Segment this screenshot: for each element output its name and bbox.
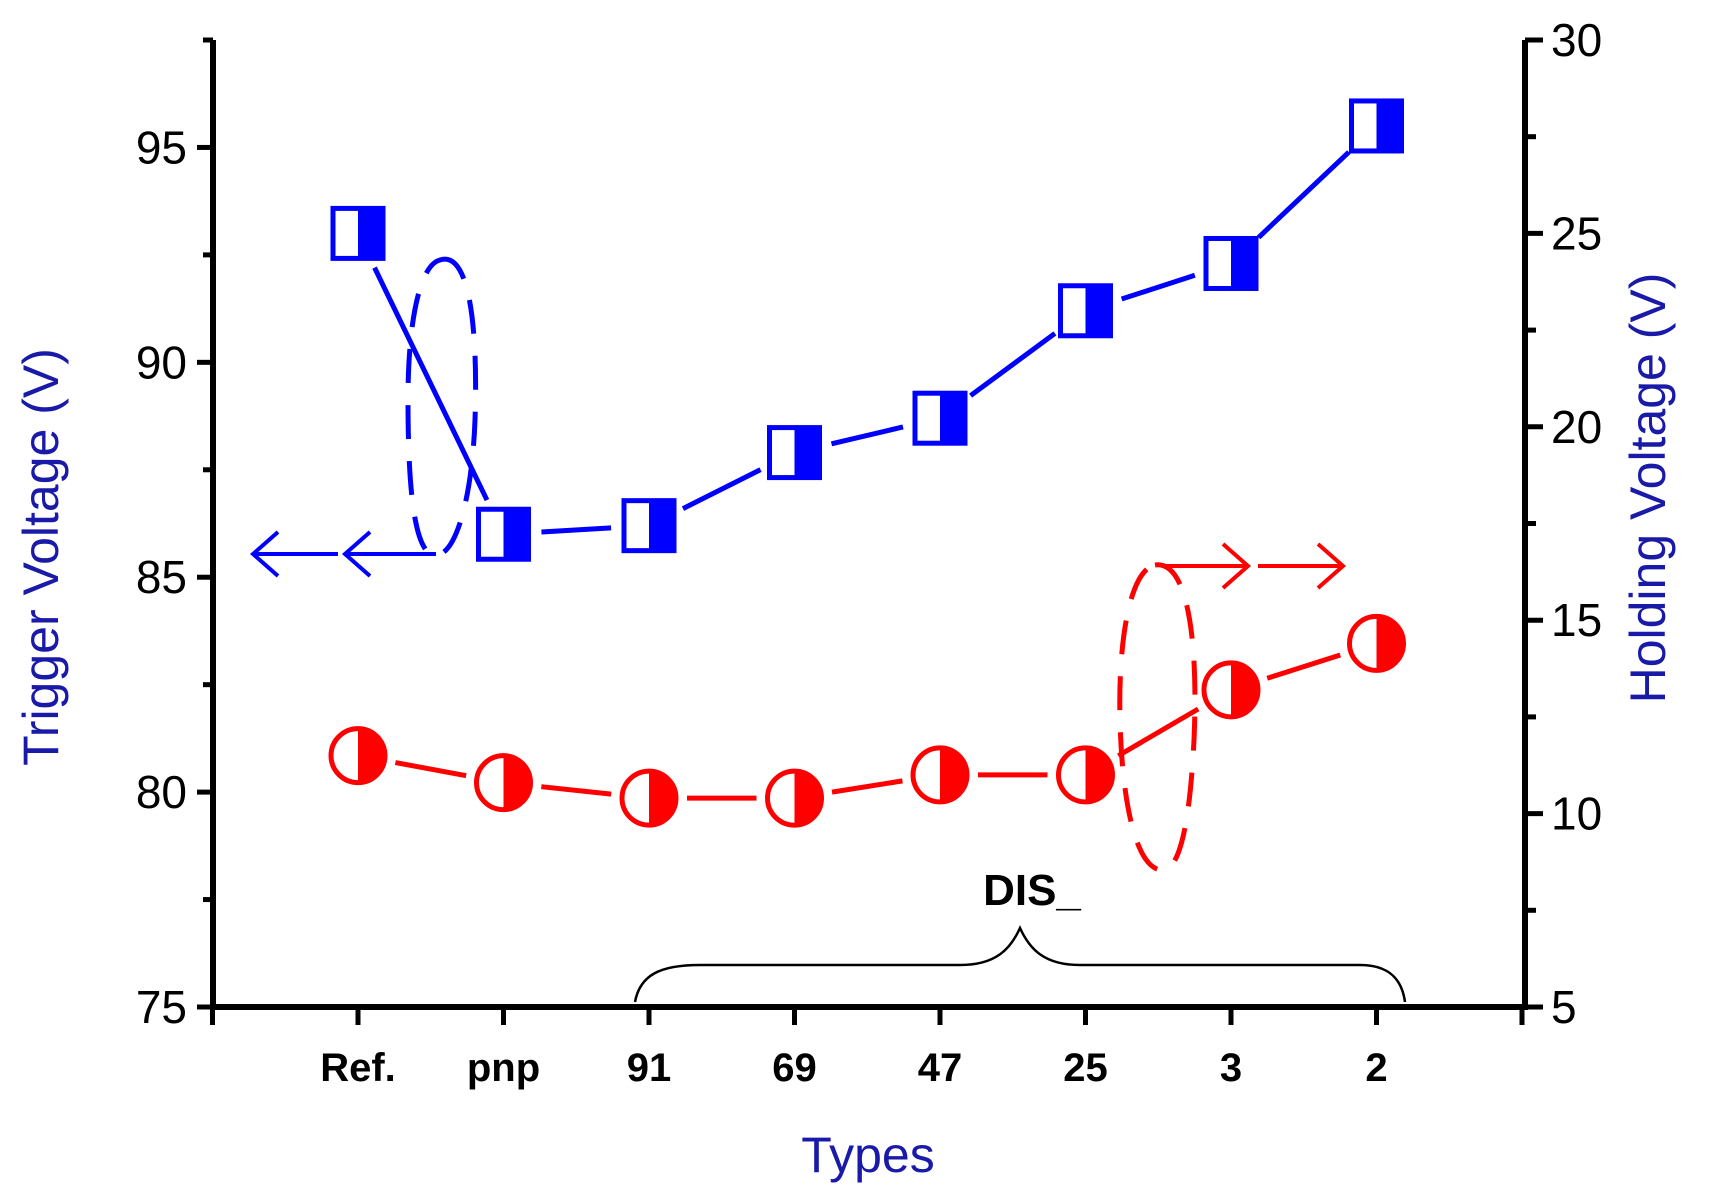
right-axis-ticks: 5 10 15 20 25 30: [1525, 14, 1602, 1033]
square-marker: [912, 390, 968, 446]
left-tick-label: 90: [136, 336, 187, 388]
axes: [210, 40, 1528, 1010]
left-tick-label: 75: [136, 981, 187, 1033]
square-marker: [330, 205, 386, 261]
series-1-segment: [1266, 652, 1342, 681]
right-axis-title: Holding Voltage (V): [1620, 273, 1676, 704]
category-label: 91: [627, 1046, 672, 1090]
series-1-segment: [541, 784, 612, 797]
square-marker: [1058, 283, 1113, 339]
category-label: 69: [772, 1046, 817, 1090]
x-axis-title: Types: [801, 1127, 934, 1183]
left-pointing-arrow-icon: [249, 530, 436, 578]
right-tick-label: 15: [1551, 594, 1602, 646]
circle-marker: [765, 768, 824, 828]
circle-marker: [910, 745, 970, 805]
left-tick-label: 85: [136, 551, 187, 603]
category-label: 47: [918, 1046, 963, 1090]
annotations: DIS_: [249, 256, 1407, 1003]
square-marker: [1203, 235, 1259, 291]
series-0-segment: [541, 525, 612, 535]
category-label: Ref.: [320, 1046, 396, 1090]
series-0-segment: [969, 331, 1057, 398]
right-tick-label: 10: [1551, 788, 1602, 840]
square-marker: [621, 498, 677, 554]
category-label: 25: [1063, 1046, 1108, 1090]
left-tick-label: 95: [136, 121, 187, 173]
series-0-segment: [830, 424, 904, 447]
left-axis-title: Trigger Voltage (V): [13, 348, 69, 766]
circle-marker: [619, 768, 679, 828]
category-label: 2: [1365, 1046, 1387, 1090]
category-label: pnp: [467, 1046, 540, 1090]
square-marker: [767, 425, 822, 481]
series-1-segment: [1117, 706, 1200, 758]
series-0-segment: [1256, 150, 1351, 240]
square-marker: [476, 506, 531, 562]
category-label: 3: [1220, 1046, 1242, 1090]
circle-marker: [328, 726, 388, 786]
right-tick-label: 30: [1551, 14, 1602, 66]
bracket-label: DIS_: [983, 866, 1081, 915]
series-0-segment: [372, 266, 490, 502]
series-1-segment: [831, 778, 903, 795]
category-labels: Ref. pnp 91 69 47 25 3 2: [210, 1007, 1525, 1090]
square-marker: [1349, 98, 1404, 154]
right-tick-label: 20: [1551, 401, 1602, 453]
right-pointing-arrow-icon: [1162, 542, 1347, 590]
red-dashed-ellipse: [1117, 562, 1198, 873]
left-tick-label: 80: [136, 766, 187, 818]
circle-marker: [474, 753, 533, 813]
blue-dashed-ellipse: [405, 256, 479, 558]
series-1-segment: [394, 760, 467, 779]
circle-marker: [1201, 660, 1261, 720]
right-tick-label: 25: [1551, 207, 1602, 259]
dis-curly-bracket: [633, 924, 1407, 1003]
series-0-segment: [681, 467, 762, 511]
series-0-segment: [1120, 272, 1196, 302]
series-markers: [328, 98, 1406, 828]
right-tick-label: 5: [1551, 981, 1577, 1033]
left-axis-ticks: 75 80 85 90 95: [136, 37, 213, 1033]
circle-marker: [1347, 613, 1406, 673]
series-lines: [372, 150, 1351, 801]
circle-marker: [1056, 745, 1115, 805]
